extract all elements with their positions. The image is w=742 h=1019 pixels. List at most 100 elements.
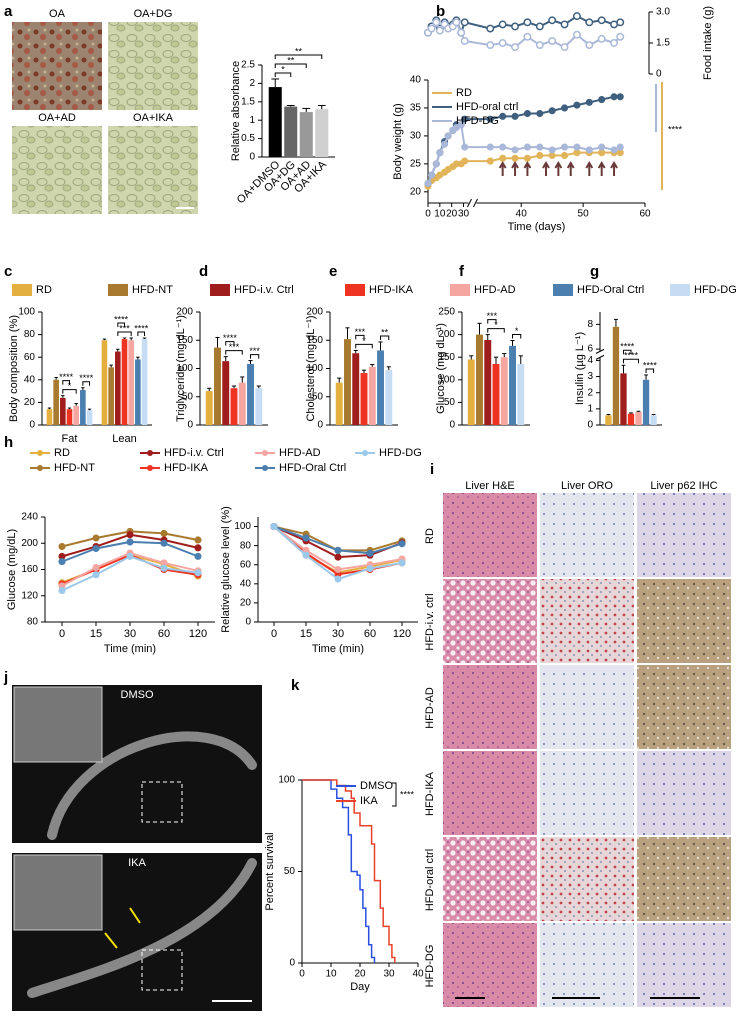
row-label: HFD-oral ctrl xyxy=(424,849,436,911)
y-tick-label: 100 xyxy=(176,363,193,374)
data-point xyxy=(58,586,66,595)
significance: **** xyxy=(643,360,658,370)
row-label: HFD-DG xyxy=(424,945,436,988)
data-point xyxy=(572,30,581,39)
significance: *** xyxy=(355,327,366,337)
x-tick-label: 0 xyxy=(271,628,277,640)
bar xyxy=(230,388,238,425)
arrow xyxy=(129,907,141,924)
y-tick-label: 0 xyxy=(187,420,193,431)
dose-arrow xyxy=(610,161,618,176)
dose-arrow xyxy=(511,161,519,176)
data-point xyxy=(511,43,519,52)
x-tick-label: Lean xyxy=(112,433,136,445)
legend-swatch xyxy=(108,284,128,296)
data-point xyxy=(334,575,342,583)
histology-image xyxy=(443,837,537,921)
legend-label: HFD-IKA xyxy=(369,284,414,296)
significance: ** xyxy=(295,46,303,56)
significance: * xyxy=(362,336,366,346)
row-label: HFD-i.v. ctrl xyxy=(424,593,436,650)
data-point xyxy=(610,20,619,29)
significance: **** xyxy=(223,333,238,343)
micrograph xyxy=(12,22,102,110)
bar xyxy=(247,363,254,425)
bar xyxy=(86,410,93,425)
panel-letter: b xyxy=(436,3,445,20)
data-point xyxy=(572,12,581,21)
y-tick-label: 1 xyxy=(587,403,593,414)
significance-bracket xyxy=(622,358,640,364)
data-point xyxy=(302,534,310,542)
significance: **** xyxy=(624,351,639,361)
y-tick-label: 150 xyxy=(438,352,455,363)
legend-swatch xyxy=(670,284,690,296)
data-point xyxy=(194,536,202,544)
legend-marker xyxy=(262,465,268,471)
legend-label: HFD-Oral Ctrl xyxy=(577,284,644,296)
significance: **** xyxy=(620,342,635,352)
significance-bracket xyxy=(645,368,655,373)
significance-bracket xyxy=(355,334,365,340)
data-point xyxy=(597,16,606,25)
panel-letter: i xyxy=(430,461,434,478)
y-tick-label: 200 xyxy=(176,307,193,318)
bar xyxy=(115,351,121,425)
y-tick-label: 20 xyxy=(410,186,422,197)
legend-label: HFD-i.v. Ctrl xyxy=(164,447,224,459)
axis-break xyxy=(596,351,604,358)
y-tick-label: 160 xyxy=(21,564,38,575)
y-tick-label: 50 xyxy=(182,391,194,402)
legend-swatch xyxy=(12,284,32,296)
legend-marker xyxy=(362,450,368,456)
y-tick-label: 250 xyxy=(438,307,455,318)
bar xyxy=(500,357,508,425)
y-tick-label: 200 xyxy=(21,538,38,549)
legend-label: HFD-IKA xyxy=(164,462,209,474)
x-tick-label: 20 xyxy=(446,209,458,220)
legend-label: HFD-DG xyxy=(379,447,422,459)
y-axis-label: Triglyceride (mg dL⁻¹) xyxy=(175,315,187,422)
data-point xyxy=(535,41,544,50)
data-point xyxy=(366,564,374,573)
legend-marker xyxy=(147,450,153,456)
bar xyxy=(135,359,141,425)
bar xyxy=(141,339,148,425)
x-tick-label: 120 xyxy=(189,628,207,640)
y-tick-label: 2 xyxy=(587,387,593,398)
significance: * xyxy=(281,64,285,74)
y-tick-label: 8 xyxy=(587,319,593,330)
data-point xyxy=(523,154,531,162)
y-tick-label: 25 xyxy=(410,159,422,170)
significance-bracket xyxy=(62,389,77,394)
y-tick-label: 50 xyxy=(444,397,456,408)
x-tick-label: 40 xyxy=(412,969,424,980)
y-tick-label: 80 xyxy=(27,617,39,628)
data-point xyxy=(457,28,466,37)
data-point xyxy=(427,24,436,33)
panel-letter: j xyxy=(3,669,8,686)
data-point xyxy=(585,41,594,50)
legend-label: DMSO xyxy=(360,780,393,792)
data-point xyxy=(499,154,507,162)
bar xyxy=(492,363,500,425)
legend-label: RD xyxy=(36,284,52,296)
arrow xyxy=(104,932,118,949)
row-label: HFD-IKA xyxy=(424,771,436,816)
data-point xyxy=(560,20,569,29)
data-point xyxy=(334,546,342,554)
data-point xyxy=(498,20,507,29)
x-tick-label: 30 xyxy=(332,628,344,640)
data-point xyxy=(560,143,569,151)
bar xyxy=(128,340,134,425)
y-tick-label: 40 xyxy=(240,578,252,589)
bar xyxy=(650,415,657,425)
y-tick-label: 20 xyxy=(24,397,36,408)
significance-bracket xyxy=(82,381,91,386)
histology-image xyxy=(637,923,731,1007)
significance: **** xyxy=(114,314,129,324)
data-point xyxy=(560,43,569,52)
panel-letter: f xyxy=(459,263,465,280)
y-tick-label: 0 xyxy=(249,152,255,163)
y-tick-label: 3.0 xyxy=(656,7,670,18)
